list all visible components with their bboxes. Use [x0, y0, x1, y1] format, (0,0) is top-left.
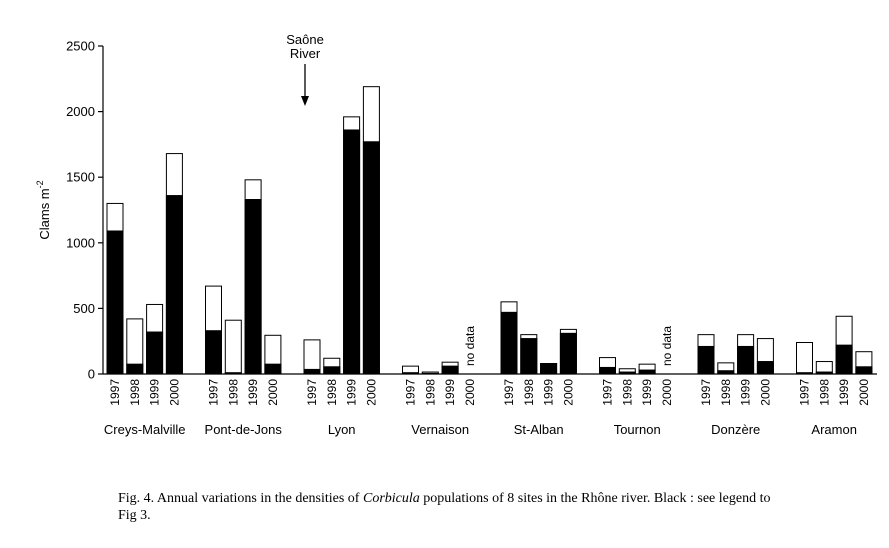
bar-black: [855, 366, 873, 375]
x-tick-label-year: 1997: [108, 379, 122, 406]
x-tick-label-year: 1999: [246, 379, 260, 406]
bar-black: [559, 332, 577, 375]
y-tick-label: 500: [73, 301, 95, 316]
x-tick-label-year: 1998: [423, 379, 437, 406]
site-label: St-Alban: [514, 422, 564, 437]
x-tick-label-year: 1998: [817, 379, 831, 406]
site-label: Tournon: [614, 422, 661, 437]
svg-text:Clams m-2: Clams m-2: [35, 180, 52, 239]
site-group: 1997 1998 1999 2000 St-Alban: [500, 301, 577, 437]
bar-black: [697, 345, 715, 375]
x-tick-label-year: 1997: [601, 379, 615, 406]
x-tick-label-year: 1999: [837, 379, 851, 406]
caption-prefix: Fig. 4. Annual variations in the densiti…: [118, 491, 363, 506]
x-tick-label-year: 1998: [325, 379, 339, 406]
bar-black: [441, 365, 459, 375]
x-tick-label-year: 2000: [463, 379, 477, 406]
bar-black: [737, 345, 755, 375]
bar-black: [520, 338, 538, 375]
no-data-label: no data: [660, 326, 674, 366]
annotation-line1: Saône: [286, 32, 324, 47]
y-axis-label: Clams m-2: [35, 180, 52, 239]
annotation-line2: River: [290, 46, 321, 61]
x-tick-label-year: 1998: [620, 379, 634, 406]
bar-black: [106, 230, 124, 375]
bar-black: [303, 368, 321, 375]
x-tick-label-year: 1997: [699, 379, 713, 406]
bar-black: [835, 344, 853, 375]
site-label: Vernaison: [411, 422, 469, 437]
caption-italic: Corbicula: [362, 491, 420, 506]
bar-black: [146, 331, 164, 375]
bar-black: [323, 366, 341, 375]
x-tick-label-year: 2000: [660, 379, 674, 406]
bar-total: [224, 319, 242, 375]
bar-black: [756, 361, 774, 375]
x-tick-label-year: 2000: [266, 379, 280, 406]
x-tick-label-year: 1997: [404, 379, 418, 406]
x-tick-label-year: 1997: [305, 379, 319, 406]
caption-suffix: populations of 8 sites in the Rhône rive…: [419, 491, 771, 506]
site-group: 1997 1998 1999 2000 Lyon: [303, 86, 380, 437]
down-arrow-icon: [301, 96, 309, 106]
site-group: 1997 1998 1999 2000 Creys-Malville: [104, 153, 186, 437]
x-tick-label-year: 1997: [207, 379, 221, 406]
x-tick-label-year: 1998: [226, 379, 240, 406]
x-tick-label-year: 1999: [345, 379, 359, 406]
x-tick-label-year: 2000: [561, 379, 575, 406]
y-axis-label-text: Clams m: [37, 188, 52, 239]
bar-black: [343, 129, 361, 375]
x-tick-label-year: 1997: [502, 379, 516, 406]
bar-black: [500, 311, 518, 375]
site-label: Pont-de-Jons: [205, 422, 283, 437]
x-tick-label-year: 1999: [542, 379, 556, 406]
y-tick-label: 1000: [66, 235, 95, 250]
x-tick-label-year: 2000: [758, 379, 772, 406]
y-axis: 0 500 1000 1500 2000 2500: [66, 39, 104, 382]
bar-black: [126, 363, 144, 375]
x-tick-label-year: 1999: [148, 379, 162, 406]
x-tick-label-year: 2000: [857, 379, 871, 406]
site-label: Donzère: [711, 422, 760, 437]
site-group: 1997 1998 1999 2000 Pont-de-Jons: [205, 179, 283, 437]
x-tick-label-year: 1998: [128, 379, 142, 406]
saone-river-annotation: Saône River: [286, 32, 324, 106]
x-tick-label-year: 1999: [640, 379, 654, 406]
site-group: 1997 1998 1999 2000 Donzère: [697, 334, 774, 437]
y-tick-label: 1500: [66, 170, 95, 185]
x-tick-label-year: 2000: [364, 379, 378, 406]
site-group: 1997 1998 1999 no data 2000 Vernaison: [402, 326, 477, 437]
x-tick-label-year: 2000: [167, 379, 181, 406]
site-label: Creys-Malville: [104, 422, 186, 437]
site-group: 1997 1998 1999 no data 2000 Tournon: [599, 326, 674, 437]
bar-total: [796, 342, 813, 375]
figure-caption: Fig. 4. Annual variations in the densiti…: [118, 490, 838, 524]
y-tick-label: 2000: [66, 104, 95, 119]
y-axis-label-sup: -2: [35, 180, 45, 188]
bar-total: [303, 339, 321, 375]
x-tick-label-year: 1997: [798, 379, 812, 406]
site-label: Aramon: [811, 422, 857, 437]
caption-line2: Fig 3.: [118, 508, 151, 523]
site-group: 1997 1998 1999 2000 Aramon: [796, 315, 873, 437]
no-data-label: no data: [463, 326, 477, 366]
bar-black: [264, 363, 282, 375]
y-tick-label: 2500: [66, 39, 95, 54]
bar-black: [205, 330, 222, 375]
bar-black: [362, 141, 380, 375]
bar-black: [244, 199, 262, 375]
bar-black: [165, 195, 183, 375]
bar-black: [599, 366, 616, 375]
x-tick-label-year: 1998: [719, 379, 733, 406]
bar-black: [540, 363, 558, 375]
site-label: Lyon: [328, 422, 356, 437]
x-tick-label-year: 1999: [739, 379, 753, 406]
x-tick-label-year: 1998: [522, 379, 536, 406]
x-tick-label-year: 1999: [443, 379, 457, 406]
y-tick-label: 0: [88, 367, 95, 382]
